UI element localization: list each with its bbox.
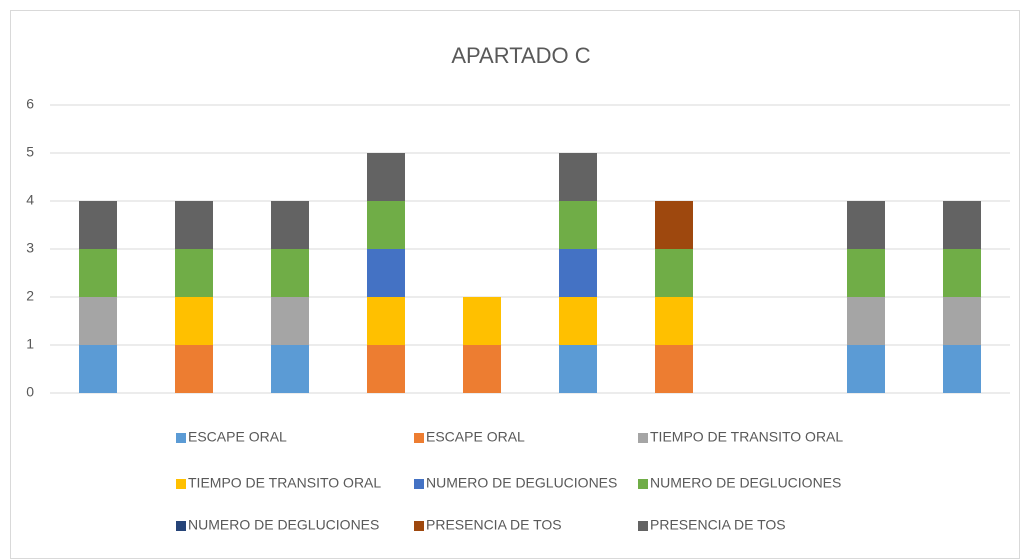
bar-segment bbox=[655, 297, 693, 345]
bar-segment bbox=[271, 345, 309, 393]
legend-label: PRESENCIA DE TOS bbox=[650, 517, 786, 533]
bar-segment bbox=[847, 249, 885, 297]
y-tick-label: 4 bbox=[26, 192, 34, 208]
bar-segment bbox=[847, 345, 885, 393]
bar-segment bbox=[367, 297, 405, 345]
bar-segment bbox=[367, 345, 405, 393]
bar-segment bbox=[559, 201, 597, 249]
chart-title: APARTADO C bbox=[451, 43, 590, 68]
bar-segment bbox=[271, 201, 309, 249]
legend-swatch bbox=[176, 433, 186, 443]
bar-segment bbox=[79, 201, 117, 249]
bar-segment bbox=[847, 201, 885, 249]
legend-label: ESCAPE ORAL bbox=[188, 429, 287, 445]
bar-segment bbox=[943, 249, 981, 297]
bar-segment bbox=[655, 201, 693, 249]
bar-segment bbox=[175, 345, 213, 393]
legend-label: ESCAPE ORAL bbox=[426, 429, 525, 445]
bar-segment bbox=[175, 249, 213, 297]
bar-segment bbox=[79, 249, 117, 297]
bar-segment bbox=[943, 201, 981, 249]
y-tick-label: 6 bbox=[26, 96, 34, 112]
legend-swatch bbox=[638, 433, 648, 443]
legend-label: TIEMPO DE TRANSITO ORAL bbox=[650, 429, 843, 445]
bar-segment bbox=[943, 297, 981, 345]
bar-segment bbox=[559, 249, 597, 297]
bar-segment bbox=[559, 297, 597, 345]
bar-segment bbox=[847, 297, 885, 345]
legend-label: TIEMPO DE TRANSITO ORAL bbox=[188, 475, 381, 491]
bar-segment bbox=[367, 153, 405, 201]
legend-label: NUMERO DE DEGLUCIONES bbox=[188, 517, 379, 533]
legend-swatch bbox=[414, 479, 424, 489]
bar-segment bbox=[79, 345, 117, 393]
bar-segment bbox=[175, 201, 213, 249]
bar-segment bbox=[463, 345, 501, 393]
y-tick-label: 5 bbox=[26, 144, 34, 160]
bar-segment bbox=[655, 249, 693, 297]
bar-segment bbox=[943, 345, 981, 393]
bar-segment bbox=[271, 249, 309, 297]
bar-segment bbox=[559, 345, 597, 393]
bar-segment bbox=[367, 201, 405, 249]
legend-swatch bbox=[176, 479, 186, 489]
legend-label: NUMERO DE DEGLUCIONES bbox=[426, 475, 617, 491]
bar-segment bbox=[463, 297, 501, 345]
bar-segment bbox=[175, 297, 213, 345]
y-tick-label: 3 bbox=[26, 240, 34, 256]
y-tick-label: 1 bbox=[26, 336, 34, 352]
legend-label: NUMERO DE DEGLUCIONES bbox=[650, 475, 841, 491]
bar-segment bbox=[271, 297, 309, 345]
bar-segment bbox=[367, 249, 405, 297]
legend-swatch bbox=[414, 433, 424, 443]
bar-segment bbox=[655, 345, 693, 393]
y-tick-label: 0 bbox=[26, 384, 34, 400]
y-tick-label: 2 bbox=[26, 288, 34, 304]
legend-swatch bbox=[638, 479, 648, 489]
legend-swatch bbox=[414, 521, 424, 531]
legend-swatch bbox=[176, 521, 186, 531]
legend-swatch bbox=[638, 521, 648, 531]
legend-label: PRESENCIA DE TOS bbox=[426, 517, 562, 533]
bar-segment bbox=[559, 153, 597, 201]
bar-segment bbox=[79, 297, 117, 345]
